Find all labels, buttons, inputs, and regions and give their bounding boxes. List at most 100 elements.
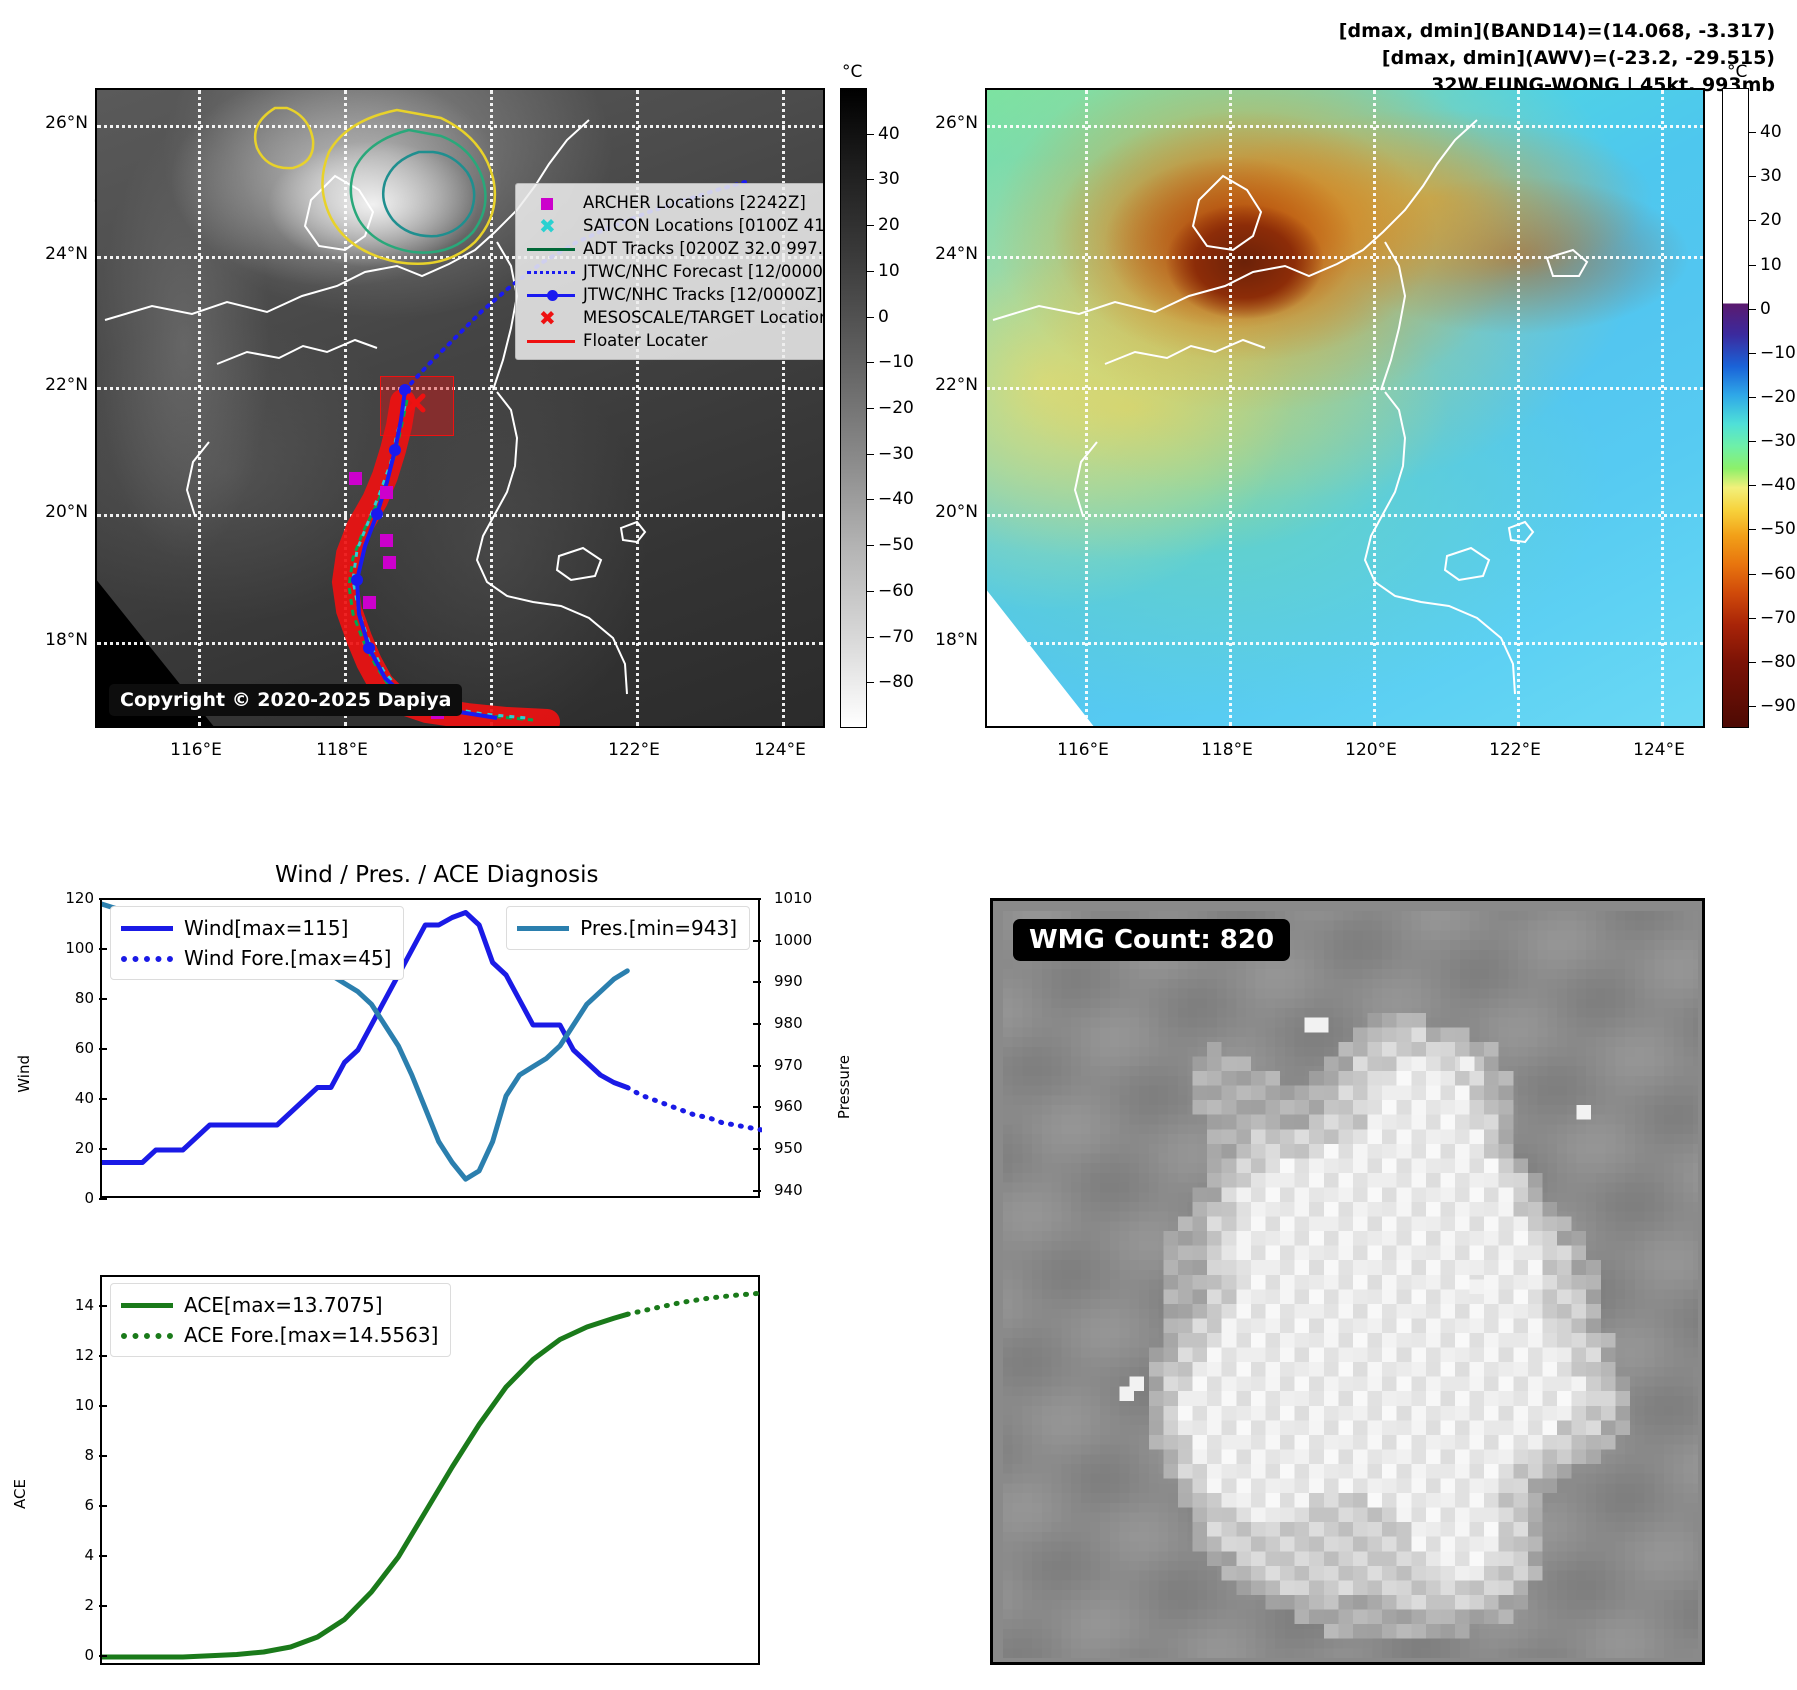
- colorbar-tick-mark: [867, 408, 874, 409]
- colorbar-tick-label: −70: [1760, 607, 1796, 628]
- colorbar-tick-label: 0: [1760, 298, 1771, 319]
- legend-label: Wind Fore.[max=45]: [184, 946, 392, 970]
- ir-colorbar: [840, 88, 867, 728]
- axis-tick-label: 980: [774, 1014, 803, 1032]
- colorbar-tick-mark: [867, 545, 874, 547]
- colorbar-tick-label: −70: [878, 626, 914, 647]
- awv-lat-label: 18°N: [935, 630, 978, 650]
- legend-item-jtwc-tracks: JTWC/NHC Tracks [12/0000Z]: [525, 283, 823, 306]
- ace-axis-label: ACE: [10, 1479, 29, 1509]
- colorbar-tick-label: −20: [878, 398, 914, 418]
- ace-chart[interactable]: ACE[max=13.7075] ACE Fore.[max=14.5563]: [100, 1275, 762, 1665]
- ir-lat-label: 18°N: [45, 630, 88, 650]
- awv-colorbar-unit: °C: [1727, 62, 1748, 82]
- axis-tick-mark: [753, 1148, 761, 1150]
- ace-line-icon: [119, 1297, 175, 1313]
- axis-tick-mark: [99, 1048, 107, 1050]
- axis-tick-label: 120: [65, 889, 94, 907]
- colorbar-tick-mark: [1749, 617, 1756, 619]
- satcon-x-icon: ✖: [539, 213, 556, 238]
- axis-tick-label: 8: [84, 1446, 94, 1464]
- legend-label: Floater Locater: [583, 331, 708, 350]
- colorbar-tick-mark: [1749, 176, 1756, 178]
- archer-square-icon: [525, 194, 577, 212]
- axis-tick-mark: [99, 1305, 107, 1307]
- colorbar-tick-label: −60: [1760, 563, 1796, 584]
- awv-grid-lon-122: [1517, 90, 1520, 726]
- colorbar-tick-label: −20: [1760, 386, 1796, 407]
- stat-band14: [dmax, dmin](BAND14)=(14.068, -3.317): [1338, 20, 1775, 42]
- awv-grid-lon-124: [1661, 90, 1664, 726]
- ace-plot-area: [102, 1290, 762, 1660]
- colorbar-tick-label: 40: [1760, 122, 1782, 143]
- awv-lon-label: 124°E: [1633, 740, 1685, 760]
- colorbar-tick-label: −10: [878, 352, 914, 373]
- colorbar-tick-label: 30: [878, 169, 900, 190]
- pressure-axis-label: Pressure: [835, 1055, 854, 1120]
- colorbar-tick-mark: [1749, 352, 1756, 354]
- colorbar-tick-label: 40: [878, 123, 900, 144]
- legend-item-pressure: Pres.[min=943]: [515, 913, 737, 943]
- legend-item-wind: Wind[max=115]: [119, 913, 391, 943]
- axis-tick-label: 40: [74, 1089, 94, 1107]
- ir-grid-lon-118: [344, 90, 347, 726]
- legend-label: Pres.[min=943]: [580, 916, 737, 940]
- ir-grid-lon-120: [490, 90, 493, 726]
- awv-satellite-imagery: [987, 90, 1703, 726]
- ir-grid-lat-18: [97, 642, 823, 645]
- ir-lon-label: 122°E: [608, 740, 660, 760]
- legend-item-adt: ADT Tracks [0200Z 32.0 997.1]: [525, 237, 823, 260]
- legend-label: JTWC/NHC Tracks [12/0000Z]: [583, 285, 823, 304]
- wmg-panel[interactable]: WMG Count: 820: [990, 898, 1705, 1665]
- axis-tick-mark: [99, 1098, 107, 1100]
- wind-pressure-chart[interactable]: Wind[max=115] Wind Fore.[max=45] Pres.[m…: [100, 898, 762, 1198]
- colorbar-tick-label: −40: [1760, 475, 1796, 496]
- colorbar-tick-label: −90: [1760, 695, 1796, 716]
- ace-chart-legend: ACE[max=13.7075] ACE Fore.[max=14.5563]: [110, 1283, 452, 1357]
- awv-lat-label: 22°N: [935, 375, 978, 395]
- axis-tick-mark: [99, 1405, 107, 1407]
- ir-lat-label: 26°N: [45, 113, 88, 133]
- axis-tick-mark: [753, 1064, 761, 1067]
- ir-lat-label: 22°N: [45, 375, 88, 395]
- colorbar-tick-mark: [1749, 264, 1756, 266]
- colorbar-tick-label: −50: [878, 535, 914, 556]
- awv-lat-label: 20°N: [935, 502, 978, 522]
- colorbar-tick-mark: [867, 270, 874, 272]
- wind-forecast-dotted-icon: [119, 950, 175, 966]
- awv-lon-label: 118°E: [1201, 740, 1253, 760]
- wmg-count-badge: WMG Count: 820: [1013, 919, 1291, 961]
- ir-grid-lat-24: [97, 256, 823, 259]
- axis-tick-label: 1010: [774, 889, 813, 907]
- axis-tick-label: 2: [84, 1596, 94, 1614]
- axis-tick-mark: [99, 1605, 107, 1607]
- colorbar-tick-mark: [867, 362, 874, 364]
- legend-item-ace: ACE[max=13.7075]: [119, 1290, 438, 1320]
- colorbar-tick-label: −60: [878, 580, 914, 601]
- ir-lon-label: 124°E: [754, 740, 806, 760]
- awv-coastline-overlay: [992, 119, 1589, 695]
- ir-lat-label: 24°N: [45, 244, 88, 264]
- ir-lat-label: 20°N: [45, 502, 88, 522]
- awv-grid-lon-116: [1085, 90, 1088, 726]
- colorbar-tick-label: 20: [1760, 210, 1782, 231]
- axis-tick-label: 1000: [774, 930, 813, 949]
- awv-lon-label: 120°E: [1345, 740, 1397, 760]
- axis-tick-mark: [99, 1355, 107, 1357]
- ir-lon-label: 118°E: [316, 740, 368, 760]
- map-legend: ARCHER Locations [2242Z] ✖ SATCON Locati…: [515, 183, 823, 360]
- colorbar-tick-mark: [1749, 308, 1756, 310]
- floater-line-icon: [525, 332, 577, 350]
- awv-map-panel[interactable]: [985, 88, 1705, 728]
- awv-lon-label: 122°E: [1489, 740, 1541, 760]
- series-forecast: [624, 1290, 762, 1317]
- axis-tick-label: 60: [74, 1039, 94, 1057]
- header-stats: [dmax, dmin](BAND14)=(14.068, -3.317) [d…: [1339, 18, 1775, 99]
- awv-grid-lat-18: [987, 642, 1703, 645]
- mesoscale-x-icon: ✖: [539, 305, 556, 330]
- ir-map-panel[interactable]: ARCHER Locations [2242Z] ✖ SATCON Locati…: [95, 88, 825, 728]
- colorbar-tick-mark: [1749, 441, 1756, 443]
- colorbar-tick-label: −80: [878, 672, 914, 693]
- awv-lat-label: 26°N: [935, 113, 978, 133]
- pressure-chart-legend: Pres.[min=943]: [506, 906, 750, 950]
